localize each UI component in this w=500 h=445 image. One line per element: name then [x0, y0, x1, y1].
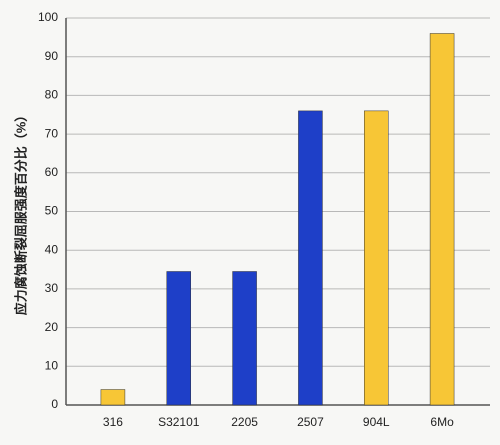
y-tick-label: 20	[45, 320, 59, 334]
x-tick-label: 6Mo	[430, 415, 454, 429]
x-tick-label: 2507	[297, 415, 324, 429]
y-tick-label: 10	[45, 358, 59, 372]
bar	[429, 33, 455, 406]
y-tick-label: 70	[45, 126, 59, 140]
y-tick-label: 0	[51, 397, 58, 411]
y-tick-label: 90	[45, 49, 59, 63]
bar	[298, 110, 323, 406]
bar	[364, 110, 389, 406]
x-tick-label: 316	[103, 415, 123, 429]
x-tick-label: S32101	[158, 415, 200, 429]
bar	[100, 389, 126, 406]
y-tick-label: 30	[45, 281, 59, 295]
y-tick-label: 100	[38, 10, 58, 24]
x-tick-label: 904L	[363, 415, 390, 429]
bar	[232, 271, 257, 406]
y-tick-label: 60	[45, 165, 59, 179]
y-tick-label: 50	[45, 204, 59, 218]
bar	[166, 271, 191, 406]
y-tick-label: 40	[45, 242, 59, 256]
y-tick-label: 80	[45, 88, 59, 102]
y-axis-label: 应力腐蚀断裂屈服强度百分比（%）	[13, 109, 28, 316]
x-tick-label: 2205	[231, 415, 258, 429]
